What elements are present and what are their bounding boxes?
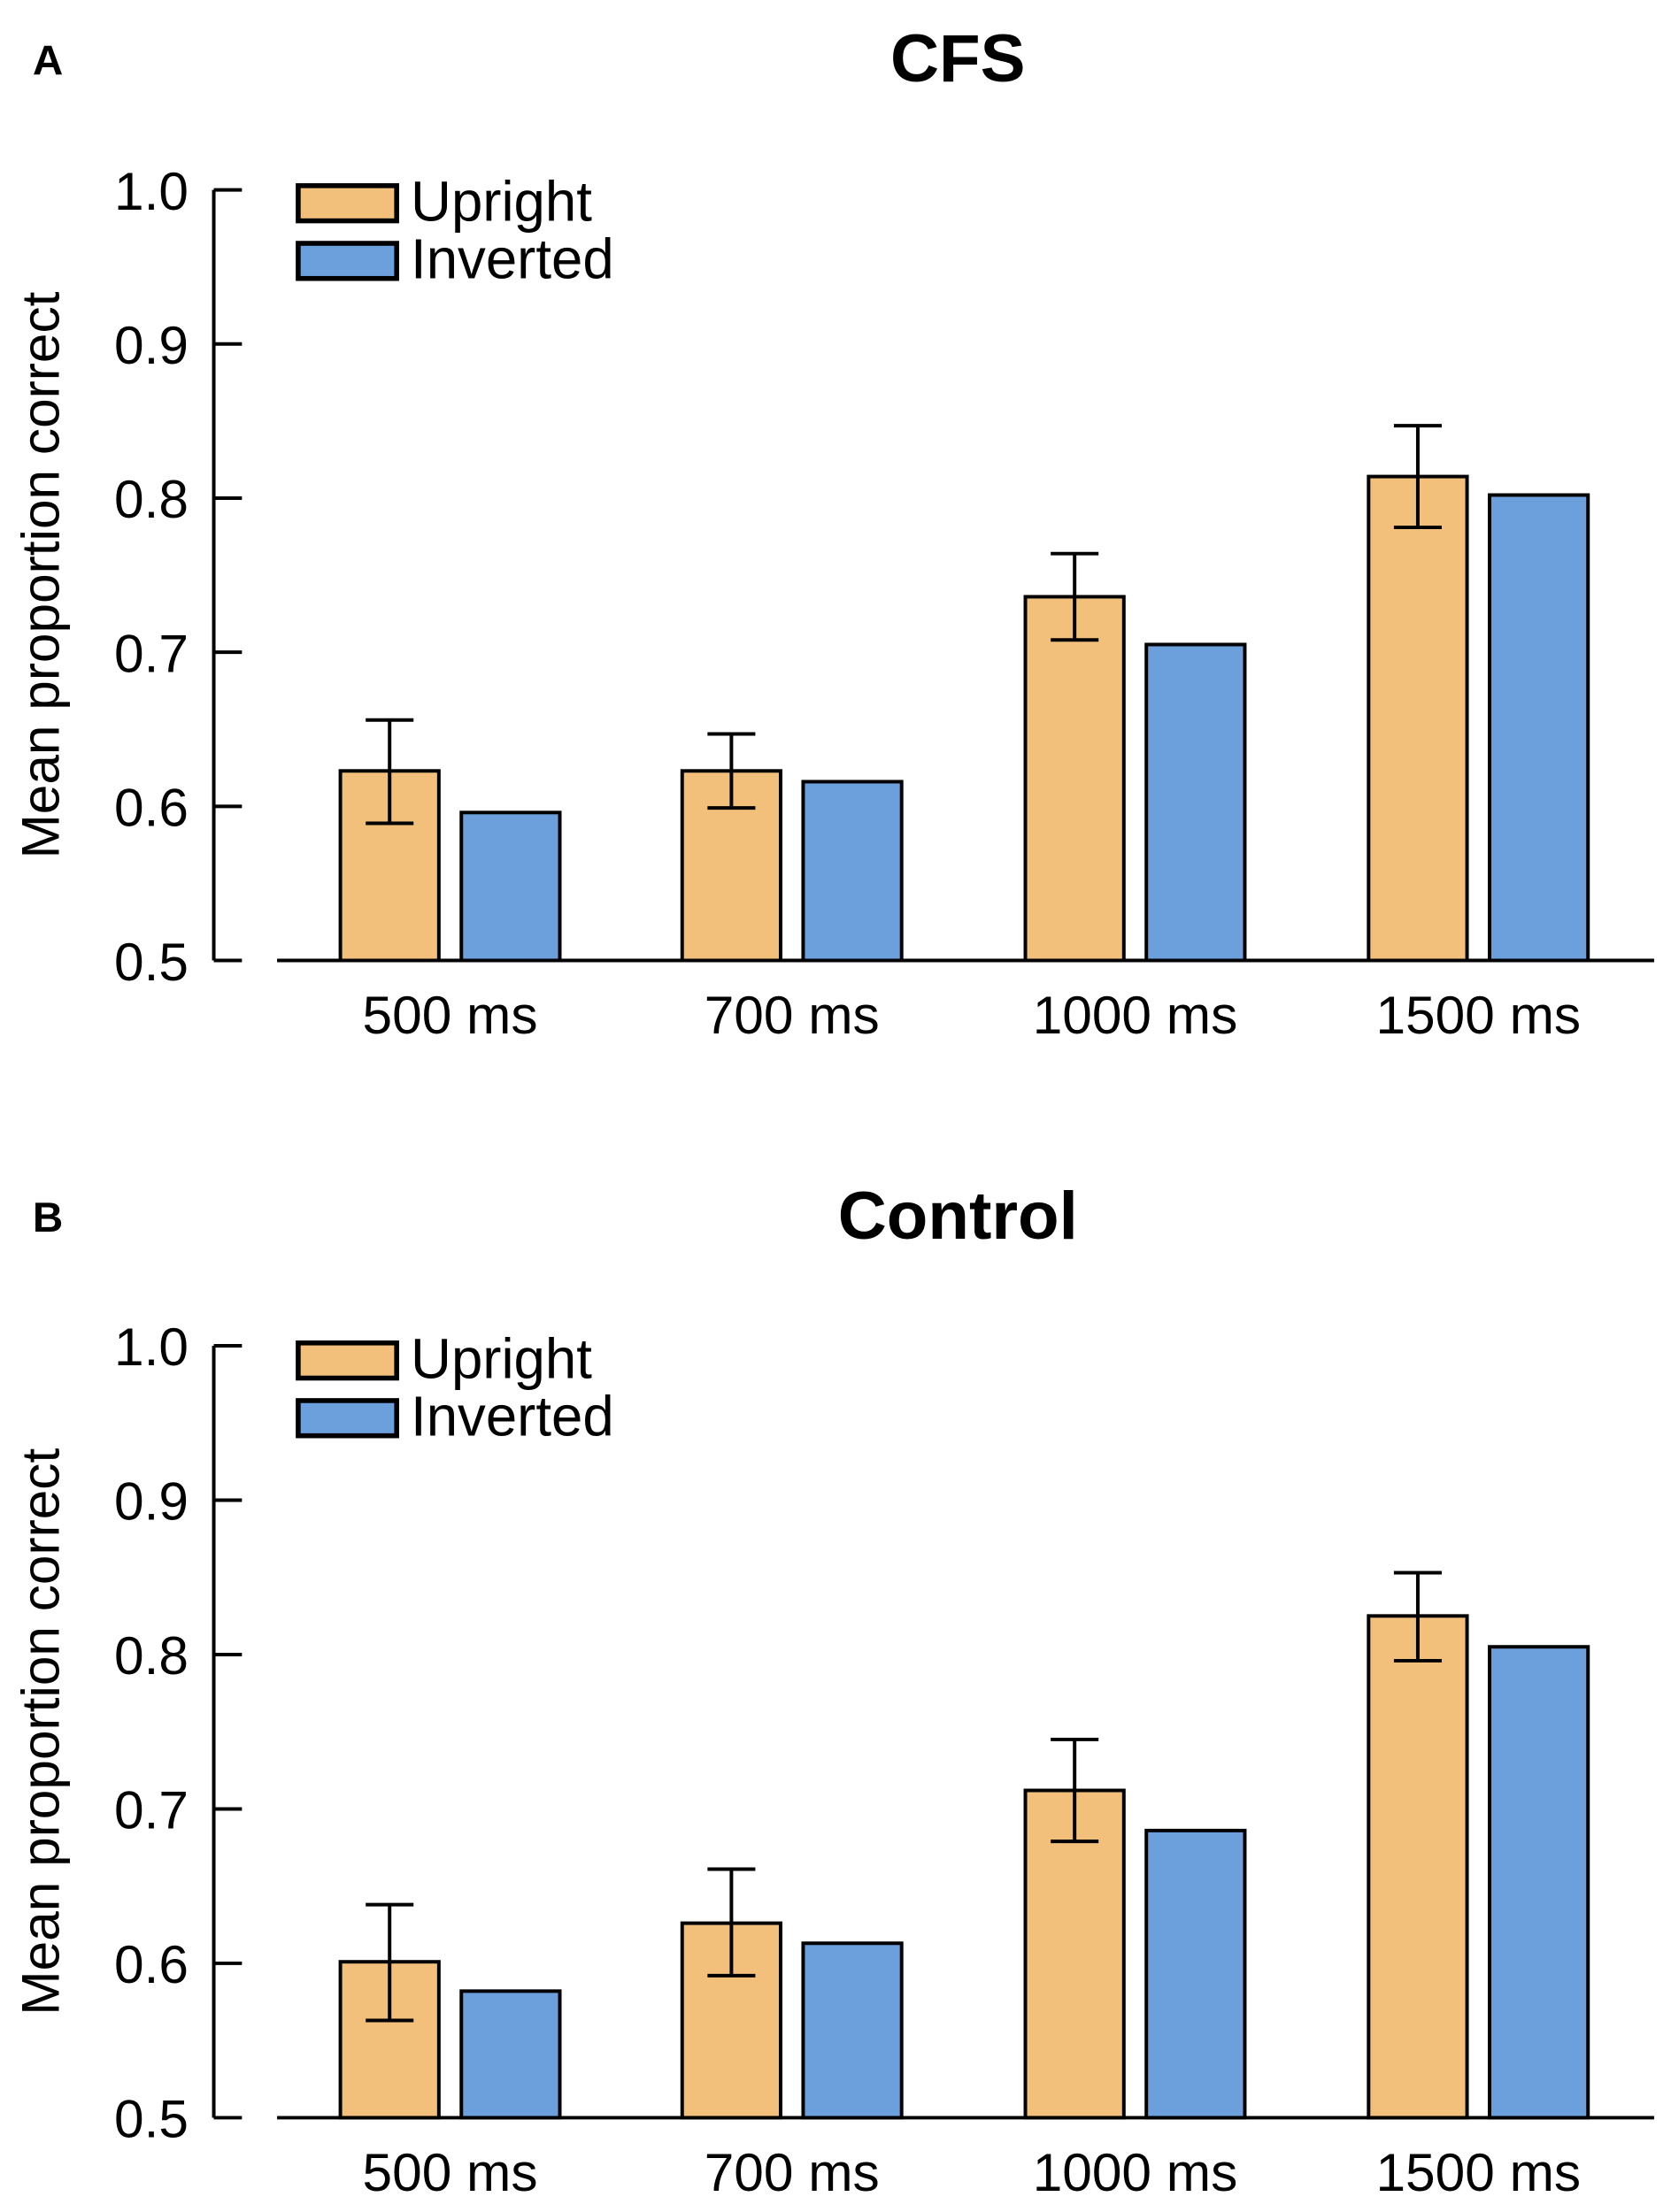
panel-label: B — [33, 1194, 63, 1241]
bar-inverted — [459, 810, 562, 963]
y-tick-label: 1.0 — [114, 161, 189, 221]
x-tick-label: 1000 ms — [1033, 985, 1238, 1045]
bar-inverted — [1488, 1645, 1590, 2120]
x-tick-label: 1500 ms — [1375, 2142, 1581, 2202]
bar-inverted — [1144, 642, 1247, 963]
y-tick-label: 0.9 — [114, 315, 189, 375]
panel-label: A — [33, 37, 63, 84]
y-tick-label: 0.8 — [114, 469, 189, 529]
x-tick-label: 500 ms — [363, 985, 538, 1045]
legend-label: Upright — [411, 171, 592, 234]
y-tick-label: 0.5 — [114, 932, 189, 992]
x-tick-label: 700 ms — [705, 2142, 880, 2202]
y-tick-label: 0.8 — [114, 1625, 189, 1686]
bar-inverted — [1488, 493, 1590, 963]
legend-swatch-upright — [296, 183, 399, 224]
bar-inverted — [801, 780, 904, 963]
x-tick-label: 700 ms — [705, 985, 880, 1045]
chart-title: Control — [838, 1179, 1078, 1254]
panel-b: B Control Mean proportion correct 0.5 0.6 0.7… — [11, 1179, 1654, 2202]
bar-inverted — [459, 1989, 562, 2120]
legend-label: Inverted — [411, 228, 614, 291]
y-tick-label: 0.5 — [114, 2089, 189, 2149]
x-tick-label: 1500 ms — [1375, 985, 1581, 1045]
legend-swatch-inverted — [296, 1398, 399, 1439]
legend-swatch-inverted — [296, 241, 399, 281]
y-tick-label: 0.6 — [114, 1934, 189, 1994]
legend-label: Inverted — [411, 1386, 614, 1448]
x-tick-label: 1000 ms — [1033, 2142, 1238, 2202]
bar-upright — [1367, 1614, 1469, 2120]
bar-inverted — [801, 1941, 904, 2120]
y-axis-label: Mean proportion correct — [11, 291, 71, 858]
bar-upright — [1023, 595, 1126, 963]
bar-upright — [1023, 1788, 1126, 2120]
y-tick-label: 1.0 — [114, 1317, 189, 1377]
y-tick-label: 0.9 — [114, 1471, 189, 1532]
x-tick-label: 500 ms — [363, 2142, 538, 2202]
chart-title: CFS — [890, 21, 1026, 96]
panel-a: A CFS Mean proportion correct 0.5 0.6 0.7 0.8 0… — [11, 21, 1654, 1045]
bar-inverted — [1144, 1828, 1247, 2120]
legend-label: Upright — [411, 1328, 592, 1391]
y-axis-label: Mean proportion correct — [11, 1448, 71, 2016]
bar-upright — [1367, 474, 1469, 963]
y-tick-label: 0.7 — [114, 1780, 189, 1840]
legend-swatch-upright — [296, 1340, 399, 1381]
y-tick-label: 0.6 — [114, 778, 189, 838]
y-tick-label: 0.7 — [114, 623, 189, 683]
